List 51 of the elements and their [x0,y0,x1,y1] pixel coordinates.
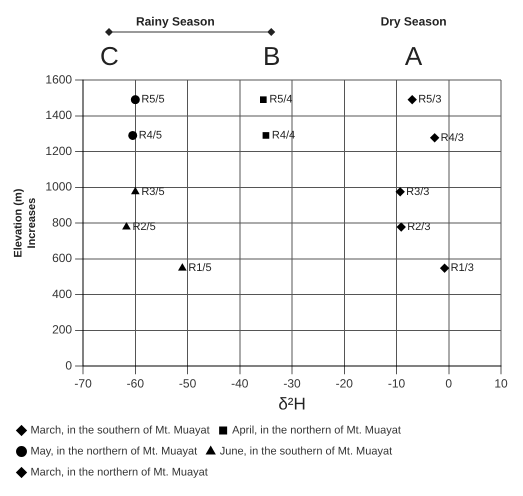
legend-label: June, in the southern of Mt. Muayat [220,446,392,458]
x-tick-label: -10 [388,376,406,391]
annotation: R4/5 [138,129,162,142]
x-tick-label: -50 [178,376,197,391]
text: Increases [26,198,38,248]
annotation: R2/3 [407,221,430,234]
x-tick-label: 0 [445,376,452,391]
point [440,264,450,273]
y-tick-label: 600 [52,251,72,266]
y-tick-label: 1400 [45,108,72,122]
y-tick-label: 0 [65,358,72,373]
x-tick-label: -20 [336,376,354,391]
y-tick-label: 1600 [45,72,72,86]
point [260,96,267,104]
point [396,187,405,196]
text: Rainy Season [136,14,215,28]
point [130,95,140,104]
y-tick-label: 400 [52,286,72,301]
point [122,222,130,230]
x-tick-label: -40 [231,376,249,391]
annotation: R1/5 [188,262,212,274]
annotation: R3/3 [406,186,430,198]
x-tick-label: -60 [126,376,144,391]
point [131,187,140,194]
legend-label: March, in the southern of Mt. Muayat [30,424,210,437]
legend-label: March, in the northern of Mt. Muayat [30,466,208,479]
x-tick-label: -70 [74,376,92,391]
point [178,264,186,271]
annotation: R5/5 [141,94,165,106]
point [408,95,417,104]
y-tick-label: 200 [52,322,72,337]
legend-label: April, in the northern of Mt. Muayat [232,424,401,437]
x-tick-label: 10 [494,376,508,391]
y-tick-label: 1200 [45,144,72,158]
text: B [262,41,280,72]
text: A [404,41,423,72]
text: C [100,41,119,72]
y-tick-label: 800 [52,215,72,230]
x-axis-title: δ²H [278,394,306,414]
annotation: R3/5 [141,186,165,198]
point [396,222,406,232]
text: Dry Season [380,14,447,28]
y-axis-title: Elevation (m) [12,188,25,258]
y-tick-label: 1000 [45,180,72,194]
point [262,132,270,139]
point [430,133,440,142]
annotation: R5/3 [418,94,442,106]
point [128,130,138,140]
annotation: R1/3 [450,262,474,274]
legend-label: May, in the northern of Mt. Muayat [30,446,198,458]
x-tick-label: -30 [283,376,302,391]
